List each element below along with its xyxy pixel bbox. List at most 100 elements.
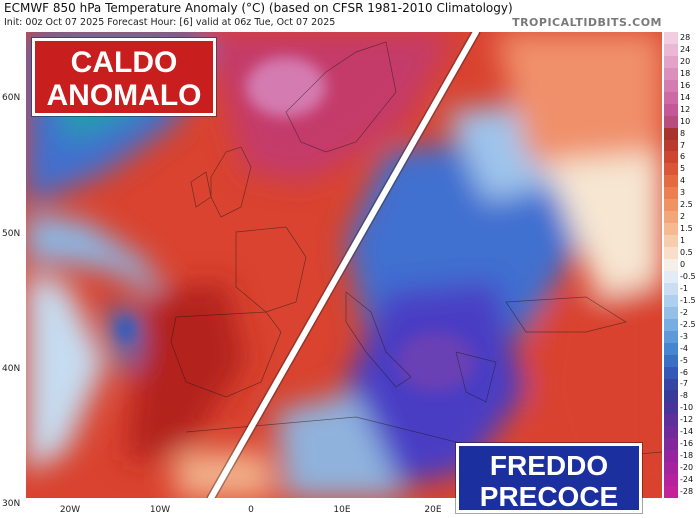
colorbar-label: 2.5	[680, 200, 693, 210]
header: ECMWF 850 hPa Temperature Anomaly (°C) (…	[0, 0, 700, 32]
colorbar-label: -10	[680, 403, 694, 413]
colorbar-label: 10	[680, 116, 691, 126]
colorbar-swatch	[664, 318, 678, 332]
north-africa-cool	[276, 392, 406, 498]
colorbar-swatch	[664, 330, 678, 344]
british-isles-outline	[210, 146, 252, 218]
colorbar-label: -4	[680, 343, 688, 353]
colorbar-label: 14	[680, 92, 691, 102]
lat-label-60n: 60N	[2, 93, 21, 103]
divider-line	[208, 32, 479, 498]
colorbar-label: -2	[680, 307, 688, 317]
colorbar-swatch	[664, 438, 678, 451]
coastlines	[170, 41, 662, 463]
colorbar-swatch	[664, 354, 678, 368]
iberia-warm-core	[126, 282, 246, 462]
lon-label-20w: 20W	[59, 505, 81, 515]
lon-label-10w: 10W	[149, 505, 171, 515]
colorbar-label: -1	[680, 283, 688, 293]
map-title: ECMWF 850 hPa Temperature Anomaly (°C) (…	[4, 1, 513, 15]
scandinavia-outline	[285, 41, 397, 153]
colorbar-label: 12	[680, 104, 691, 114]
colorbar-label: 16	[680, 80, 691, 90]
colorbar-swatch	[664, 342, 678, 356]
colorbar-label: 18	[680, 68, 691, 78]
colorbar-swatch	[664, 163, 678, 176]
colorbar-label: -16	[680, 439, 694, 449]
scandinavia-strong-warm	[246, 57, 326, 117]
colorbar-label: 0	[680, 260, 686, 269]
colorbar-swatch	[664, 282, 678, 296]
colorbar-label: 0.5	[680, 248, 693, 258]
colorbar-swatch	[664, 187, 678, 200]
colorbar-label: -5	[680, 355, 688, 365]
colorbar-swatch	[664, 235, 678, 248]
colorbar-label: -12	[680, 415, 694, 425]
colorbar-swatch	[664, 247, 678, 260]
east-neutral	[546, 152, 662, 332]
colorbar-swatch	[664, 43, 678, 57]
colorbar-swatch	[664, 378, 678, 391]
colorbar-label: -0.5	[680, 271, 696, 281]
colorbar-swatch	[664, 32, 678, 45]
lat-label-30n: 30N	[2, 499, 21, 509]
warm-anomaly-banner: CALDO ANOMALO	[32, 38, 216, 116]
colorbar-label: -14	[680, 427, 694, 437]
lat-label-50n: 50N	[2, 229, 21, 239]
colorbar-label: 7	[680, 140, 686, 150]
colorbar-swatch	[664, 223, 678, 236]
black-sea-outline	[505, 296, 627, 333]
anomaly-details	[117, 57, 476, 392]
colorbar-label: 24	[680, 44, 691, 54]
colorbar-label: -20	[680, 463, 694, 473]
atlantic-cool-band	[26, 212, 166, 302]
colorbar-swatch	[664, 127, 678, 141]
cold-anomaly-banner: FREDDO PRECOCE	[456, 443, 642, 513]
colorbar-swatch	[664, 103, 678, 117]
lon-label-0: 0	[248, 505, 254, 515]
colorbar-swatch	[664, 426, 678, 439]
colorbar-swatch	[664, 91, 678, 105]
temperature-anomaly-map	[26, 32, 662, 498]
colorbar-swatch	[664, 402, 678, 415]
colorbar-label: 4	[680, 176, 686, 186]
colorbar-label: 2	[680, 212, 686, 222]
lon-label-10e: 10E	[333, 505, 351, 515]
colorbar-label: 6	[680, 152, 686, 162]
colorbar-label: -24	[680, 475, 694, 485]
colorbar-label: -2.5	[680, 319, 696, 329]
colorbar-swatch	[664, 199, 678, 212]
colorbar-swatch	[664, 175, 678, 188]
lat-label-40n: 40N	[2, 364, 21, 374]
colorbar-label: -3	[680, 331, 688, 341]
colorbar-swatch	[664, 151, 678, 164]
cold-spot-atlantic	[117, 316, 135, 342]
colorbar-label: -7	[680, 379, 688, 389]
colorbar-swatch	[664, 450, 678, 463]
colorbar-swatch	[664, 474, 678, 487]
france-outline	[235, 226, 307, 313]
italy-outline	[345, 291, 412, 388]
cold-banner-line1: FREDDO	[489, 450, 609, 481]
colorbar-label: 3	[680, 188, 686, 198]
colorbar-label: 8	[680, 128, 686, 138]
very-cold-balkans	[396, 332, 476, 392]
colorbar-swatch	[664, 115, 678, 129]
colorbar-swatch	[664, 259, 678, 272]
colorbar-swatch	[664, 306, 678, 320]
colorbar-swatch	[664, 294, 678, 308]
colorbar-swatch	[664, 79, 678, 93]
map-canvas	[26, 32, 662, 498]
colorbar-swatch	[664, 139, 678, 152]
warm-banner-line1: CALDO	[70, 46, 178, 79]
colorbar-swatch	[664, 486, 678, 499]
colorbar-label: 1.5	[680, 224, 693, 234]
iberia-outline	[170, 311, 282, 398]
colorbar-label: -1.5	[680, 295, 696, 305]
colorbar-swatch	[664, 462, 678, 475]
colorbar-swatch	[664, 270, 678, 284]
warm-banner-line2: ANOMALO	[46, 79, 202, 112]
colorbar-label: -8	[680, 391, 688, 401]
colorbar-swatch	[664, 414, 678, 427]
colorbar-label: -6	[680, 367, 688, 377]
